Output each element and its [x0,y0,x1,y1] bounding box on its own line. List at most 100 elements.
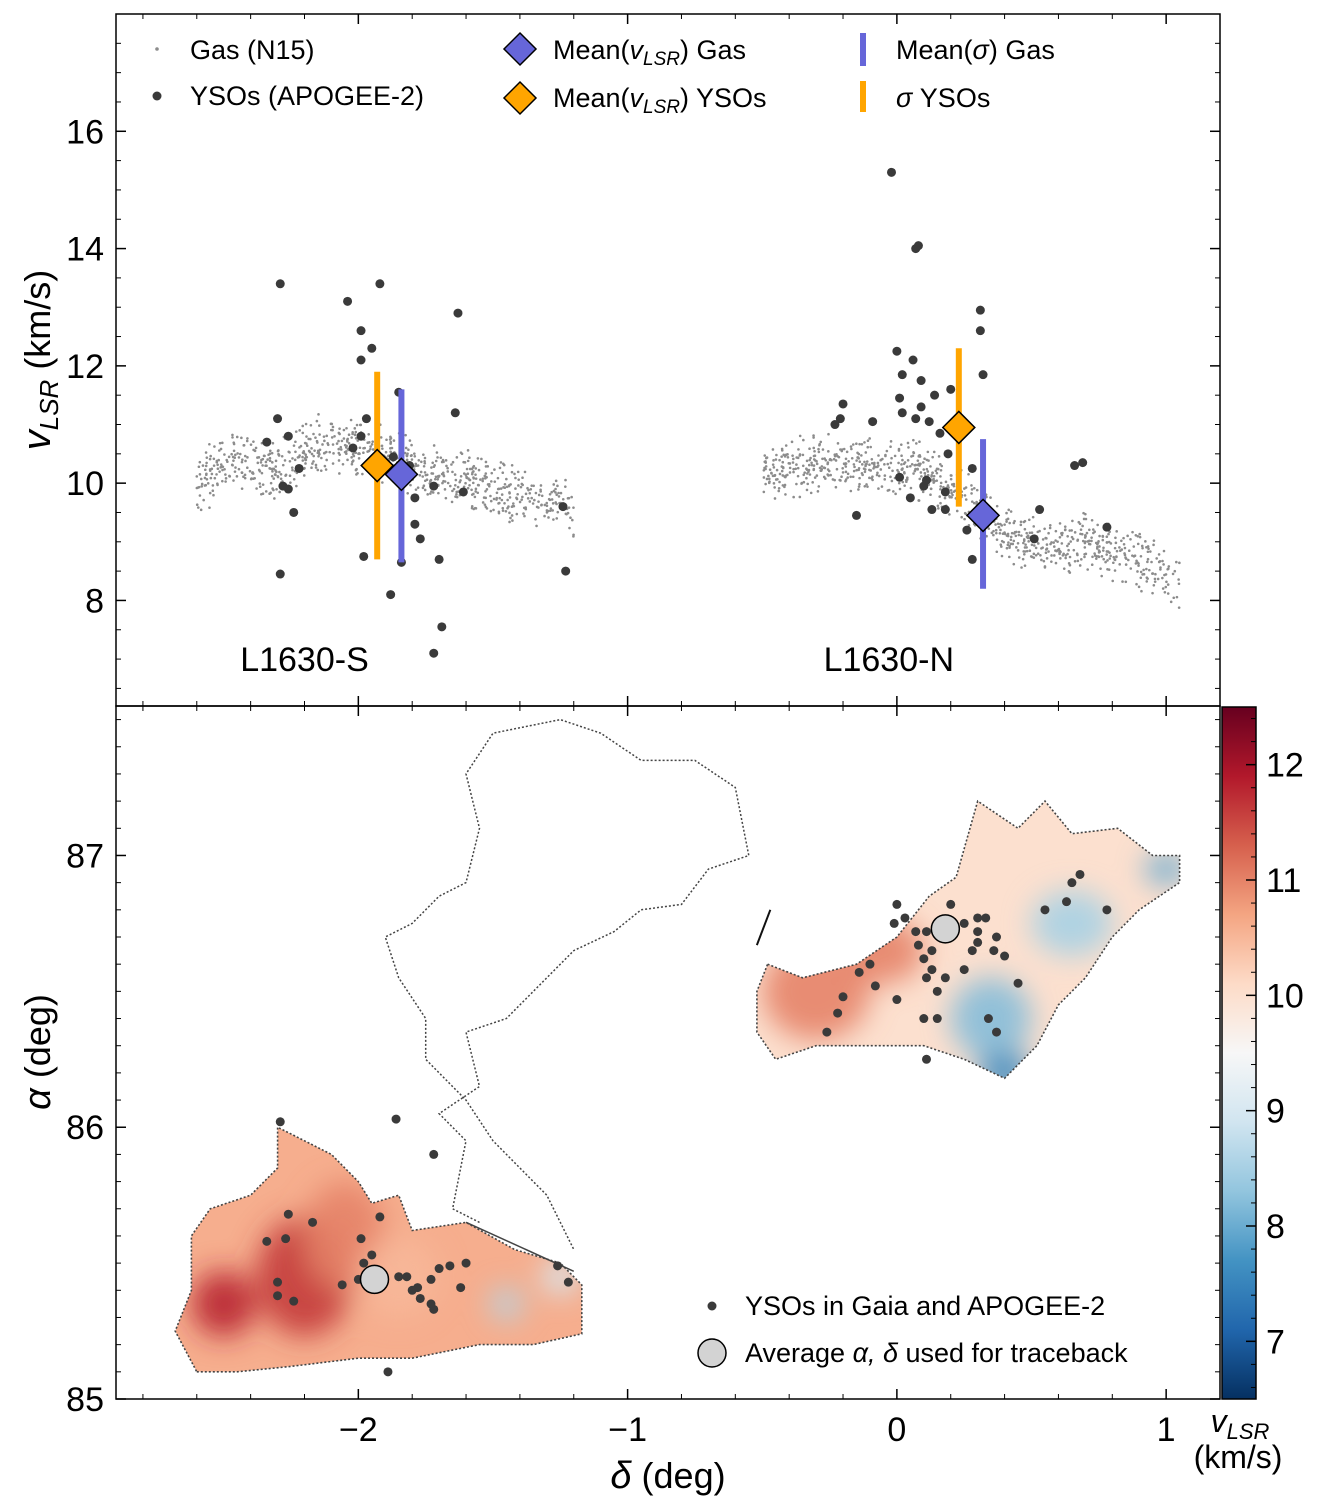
gas-point [243,473,247,477]
region-label-south: L1630-S [240,641,369,679]
gas-point [1101,538,1105,542]
gas-point [995,538,999,541]
gas-point [1009,538,1013,542]
yso-point [897,408,907,418]
gas-point [333,434,336,438]
gas-point [431,461,435,465]
gas-point [827,432,830,436]
gas-point [352,454,356,458]
gas-point [217,449,221,452]
gas-point [1133,554,1137,558]
gas-point [901,467,904,470]
gas-point [810,461,813,465]
gas-point [526,486,529,490]
gas-point [317,455,320,458]
gas-point [304,453,308,456]
gas-point [1159,566,1162,569]
ylabel-unit: (km/s) [17,270,58,380]
gas-point [468,478,472,482]
legend-text: ) Gas [680,35,746,65]
gas-point [857,485,861,488]
legend-label: σ YSOs [896,83,990,113]
gas-point [516,470,520,474]
gas-point [1006,532,1010,536]
gas-point [381,481,384,484]
gas-point [1137,564,1140,567]
gas-point [208,442,211,446]
yso-point [897,370,907,380]
gas-point [1030,555,1034,559]
gas-point [1019,520,1023,524]
gas-point [275,470,278,474]
gas-point [1019,523,1023,527]
gas-point [503,486,507,489]
gas-point [413,454,417,458]
gas-point [972,501,976,505]
yso-point [410,519,420,529]
gas-point [208,457,212,461]
gas-point [1159,568,1162,571]
yso-position [426,1274,436,1284]
gas-point [434,459,438,463]
gas-point [786,453,789,456]
gas-point [353,433,357,437]
cloud-outline [384,718,772,1272]
gas-point [844,479,847,483]
gas-point [872,467,875,470]
gas-point [464,481,467,485]
gas-point [792,457,795,461]
x-tick-label: 0 [887,1411,906,1449]
gas-point [890,479,894,483]
legend-var: v [630,35,645,65]
gas-point [328,450,332,454]
legend-text: Mean( [896,35,973,65]
gas-point [1072,548,1076,552]
gas-point [912,438,915,442]
gas-point [337,459,341,462]
gas-point [468,483,471,487]
colorbar-tick-label: 10 [1266,977,1304,1015]
gas-point [1124,563,1128,566]
gas-point [903,484,906,487]
yso-point [415,534,425,544]
gas-point [838,478,841,482]
gas-point [301,455,304,459]
yso-point [978,370,988,380]
gas-point [208,506,211,509]
gas-point [1096,541,1100,545]
gas-point [448,484,452,488]
gas-point [503,501,506,505]
gas-point [269,491,272,495]
gas-point [493,468,496,471]
gas-point [1090,518,1094,522]
gas-point [321,443,324,446]
gas-point [436,456,439,459]
gas-point [509,516,512,520]
gas-point [916,468,919,471]
yso-position [407,1285,417,1295]
legend-label: Gas (N15) [190,35,315,65]
gas-point [925,467,929,471]
yso-point [453,308,463,318]
gas-point [1054,549,1057,552]
gas-point [296,456,300,459]
gas-point [369,447,372,451]
gas-point [777,486,781,490]
colorbar-gradient [1222,707,1256,1399]
gas-point [1042,559,1046,563]
gas-point [1121,580,1124,583]
gas-point [284,473,288,477]
gas-point [820,465,824,468]
gas-point [539,484,543,487]
gas-point [939,485,943,488]
gas-point [1070,529,1073,532]
gas-point [446,481,450,485]
gas-point [511,519,514,522]
gas-point [995,550,999,554]
gas-point [436,477,440,481]
gas-point [380,444,384,448]
yso-point [895,393,905,403]
gas-point [952,482,956,486]
gas-point [481,479,485,483]
gas-point [522,506,526,510]
